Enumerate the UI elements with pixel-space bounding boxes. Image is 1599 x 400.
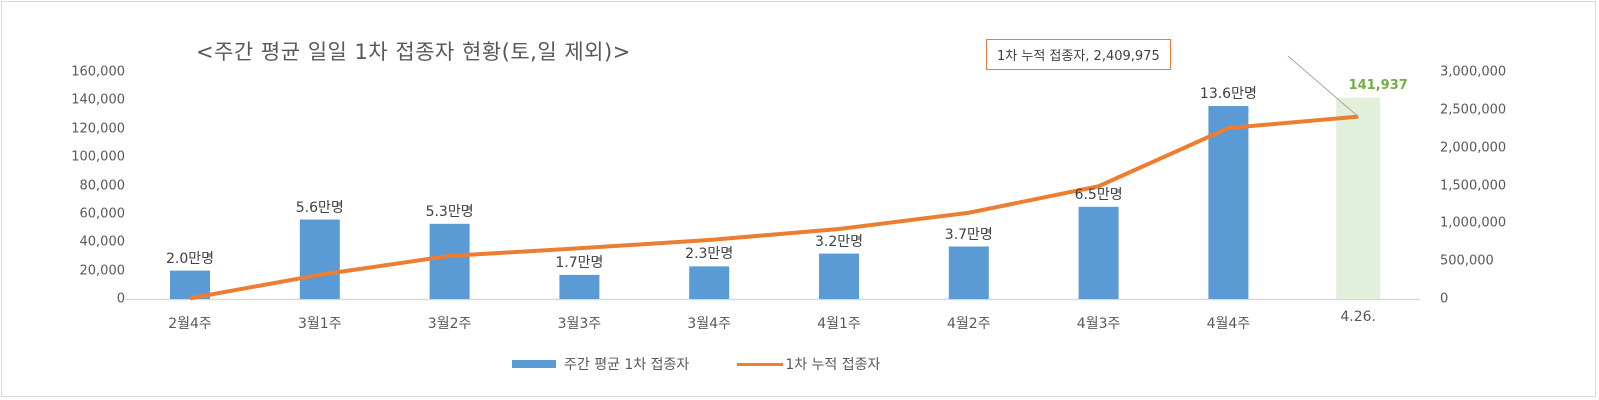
legend-item-cumulative: 1차 누적 접종자 <box>737 354 880 374</box>
line-series <box>189 114 1359 301</box>
bar-value-label: 13.6만명 <box>1199 86 1257 103</box>
left-axis-tick: 80,000 <box>79 178 126 193</box>
right-axis-tick: 3,000,000 <box>1440 64 1507 80</box>
bar <box>429 223 470 299</box>
bar <box>819 253 859 299</box>
left-axis-tick: 40,000 <box>79 234 126 250</box>
x-axis-tick: 4.26. <box>1340 309 1376 325</box>
left-axis-tick: 0 <box>116 291 125 307</box>
x-axis-tick: 2월4주 <box>168 316 212 332</box>
x-axis-tick: 4월2주 <box>947 316 991 332</box>
bar-value-label: 5.3만명 <box>425 203 474 220</box>
x-axis-tick: 3월3주 <box>557 316 602 332</box>
bar <box>1208 106 1249 299</box>
cumulative-callout: 1차 누적 접종자, 2,409,975 <box>986 39 1171 70</box>
right-axis-tick: 1,500,000 <box>1440 178 1507 193</box>
chart-title: <주간 평균 일일 1차 접종자 현황(토,일 제외)> <box>196 40 631 64</box>
bar-value-label: 3.7만명 <box>944 226 993 243</box>
left-axis-tick: 120,000 <box>71 121 125 137</box>
x-axis-tick: 3월2주 <box>427 316 472 332</box>
bar-series <box>170 97 1381 299</box>
x-axis-tick: 4월3주 <box>1076 316 1121 332</box>
right-axis-tick: 500,000 <box>1440 253 1494 269</box>
bar <box>299 219 340 299</box>
left-axis-tick: 20,000 <box>79 263 126 279</box>
x-axis-tick: 3월4주 <box>687 316 731 332</box>
bar <box>559 274 600 299</box>
callout-leader-line <box>1287 55 1359 118</box>
legend-line-swatch <box>737 362 784 366</box>
bar-value-label: 2.3만명 <box>685 246 734 263</box>
left-axis-tick: 140,000 <box>71 92 125 108</box>
left-axis-tick: 160,000 <box>71 64 125 80</box>
bar <box>689 266 730 299</box>
bar-value-label: 1.7만명 <box>555 254 604 271</box>
highlight-value-label: 141,937 <box>1348 77 1408 93</box>
right-axis-tick: 0 <box>1440 291 1449 307</box>
right-axis-tick: 1,000,000 <box>1440 215 1507 231</box>
x-axis-tick: 3월1주 <box>298 316 342 332</box>
bar-value-label: 3.2만명 <box>814 233 864 250</box>
bar <box>948 246 989 299</box>
bar-value-label: 6.5만명 <box>1074 186 1123 203</box>
legend-bar-swatch <box>512 360 556 368</box>
bar <box>1078 206 1119 299</box>
legend-item-weekly: 주간 평균 1차 접종자 <box>512 354 689 374</box>
legend-label-cumulative: 1차 누적 접종자 <box>785 357 881 373</box>
left-axis-tick: 100,000 <box>71 149 125 165</box>
bar-value-label: 5.6만명 <box>295 199 344 216</box>
bar-value-label: 2.0만명 <box>165 250 215 267</box>
legend-label-weekly: 주간 평균 1차 접종자 <box>564 357 690 373</box>
x-axis-tick: 4월1주 <box>817 316 861 332</box>
right-axis-tick: 2,500,000 <box>1440 102 1507 118</box>
right-axis-tick: 2,000,000 <box>1440 140 1507 156</box>
bar <box>1336 97 1381 299</box>
x-axis-tick: 4월4주 <box>1206 316 1251 332</box>
left-axis-tick: 60,000 <box>79 206 126 222</box>
legend: 주간 평균 1차 접종자 1차 누적 접종자 <box>512 354 928 374</box>
